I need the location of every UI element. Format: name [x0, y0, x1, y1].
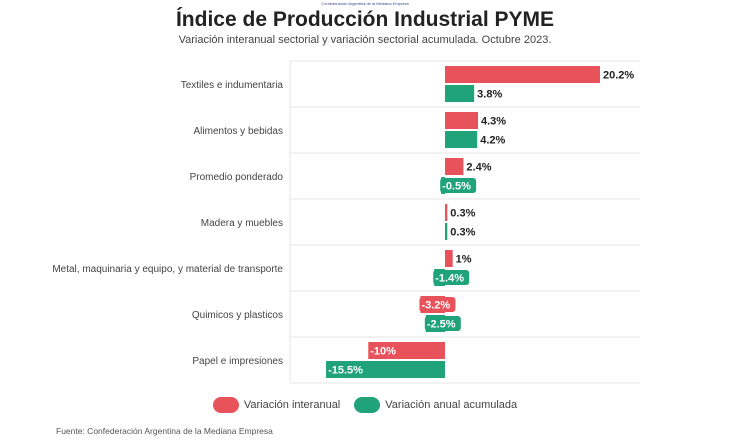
bar-acumulada [445, 85, 475, 102]
chart-legend: Variación interanual Variación anual acu… [0, 397, 730, 413]
data-label: -2.5% [427, 319, 456, 331]
data-label: 20.2% [603, 70, 634, 82]
source-note: Fuente: Confederación Argentina de la Me… [56, 426, 273, 436]
data-label-background [433, 270, 470, 285]
bar-acumulada [445, 223, 448, 240]
legend-label-acumulada: Variación anual acumulada [385, 399, 518, 411]
bar-interanual [445, 66, 600, 83]
chart-title: Índice de Producción Industrial PYME [175, 8, 555, 31]
data-label: -1.4% [435, 273, 464, 285]
data-label: -3.2% [421, 300, 450, 312]
category-label: Madera y muebles [201, 218, 283, 229]
data-label: 3.8% [477, 89, 502, 101]
data-label: -15.5% [328, 365, 363, 377]
category-label: Papel e impresiones [192, 356, 283, 367]
category-label: Alimentos y bebidas [194, 126, 284, 137]
bar-interanual [445, 250, 453, 267]
legend-item-interanual[interactable]: Variación interanual [212, 397, 341, 413]
bar-interanual [368, 342, 445, 359]
category-label: Quimicos y plasticos [192, 310, 283, 321]
data-label: 2.4% [466, 162, 491, 174]
source-organization-header: Confederación Argentina de la Mediana Em… [321, 1, 409, 6]
legend-swatch-interanual [212, 397, 239, 413]
data-label: 4.3% [481, 116, 506, 128]
data-label: 0.3% [450, 227, 475, 239]
data-label-background [440, 178, 477, 193]
data-label: 0.3% [450, 208, 475, 220]
category-label: Metal, maquinaria y equipo, y material d… [52, 264, 283, 275]
data-label: 1% [456, 254, 472, 266]
bar-acumulada [445, 131, 478, 148]
data-label-background [424, 316, 461, 331]
data-label: 4.2% [480, 135, 505, 147]
data-label: -0.5% [442, 181, 471, 193]
bar-interanual [445, 158, 464, 175]
bar-acumulada [326, 361, 445, 378]
legend-item-acumulada[interactable]: Variación anual acumulada [354, 397, 517, 413]
chart-subtitle: Variación interanual sectorial y variaci… [178, 34, 552, 46]
data-label-background [419, 297, 456, 312]
category-label: Promedio ponderado [190, 172, 284, 183]
legend-swatch-acumulada [354, 397, 381, 413]
bar-interanual [445, 204, 448, 221]
category-label: Textiles e indumentaria [181, 80, 284, 91]
legend-label-interanual: Variación interanual [243, 399, 341, 411]
bar-interanual [445, 112, 478, 129]
data-label: -10% [370, 346, 396, 358]
